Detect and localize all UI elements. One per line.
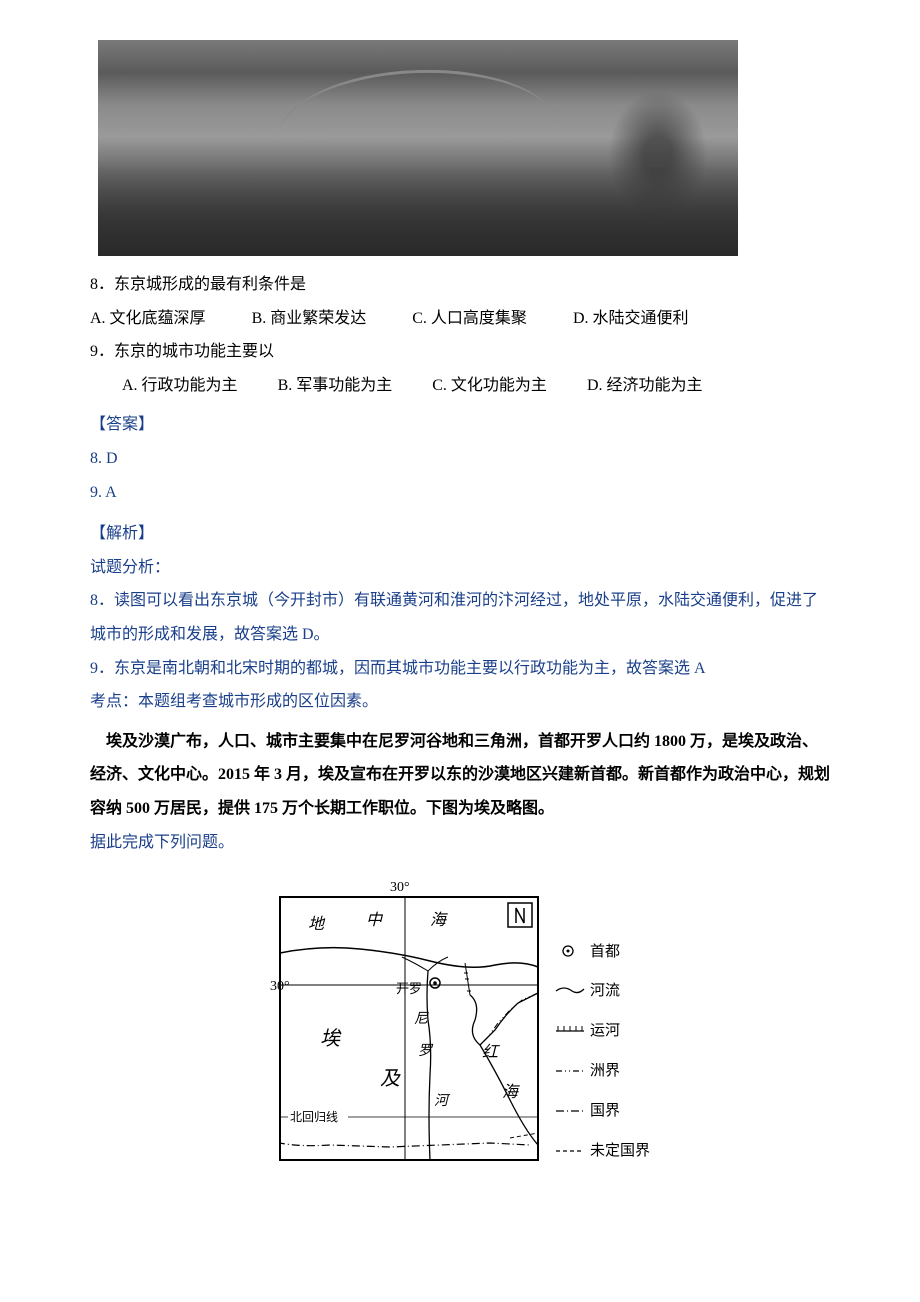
q8-opt-d: D. 水陆交通便利 — [573, 310, 689, 327]
q9-opt-b: B. 军事功能为主 — [278, 377, 393, 394]
analysis-intro: 试题分析： — [90, 551, 830, 585]
map-legend: 首都 河流 运河 洲界 国界 未定国界 — [556, 943, 650, 1159]
egypt-label-2: 及 — [380, 1068, 401, 1090]
q8-opt-a: A. 文化底蕴深厚 — [90, 310, 206, 327]
cairo-label: 开罗 — [396, 981, 422, 996]
tropic-label: 北回归线 — [290, 1110, 338, 1124]
legend-country: 国界 — [590, 1102, 620, 1119]
q9-options: A. 行政功能为主 B. 军事功能为主 C. 文化功能为主 D. 经济功能为主 — [90, 369, 830, 403]
painting-image — [98, 40, 738, 256]
q8-opt-c: C. 人口高度集聚 — [412, 310, 527, 327]
analysis-section: 【解析】 试题分析： 8．读图可以看出东京城（今开封市）有联通黄河和淮河的汴河经… — [90, 517, 830, 719]
egypt-map-container: 30° 30° 地 中 海 开罗 — [270, 875, 650, 1175]
red-label-2: 海 — [502, 1083, 520, 1101]
legend-continent: 洲界 — [590, 1063, 620, 1079]
legend-undefined: 未定国界 — [590, 1142, 650, 1159]
q9-opt-c: C. 文化功能为主 — [432, 377, 547, 394]
answer-9: 9. A — [90, 476, 830, 510]
q8-opt-b: B. 商业繁荣发达 — [252, 310, 367, 327]
med-label-2: 中 — [366, 911, 384, 929]
analysis-8: 8．读图可以看出东京城（今开封市）有联通黄河和淮河的汴河经过，地处平原，水陆交通… — [90, 584, 830, 651]
answer-header: 【答案】 — [90, 408, 830, 442]
answer-section: 【答案】 8. D 9. A — [90, 408, 830, 509]
analysis-kaodian: 考点：本题组考查城市形成的区位因素。 — [90, 685, 830, 719]
answer-8: 8. D — [90, 442, 830, 476]
q9-opt-a: A. 行政功能为主 — [122, 377, 238, 394]
nile-label-1: 尼 — [414, 1011, 429, 1027]
q8-options: A. 文化底蕴深厚 B. 商业繁荣发达 C. 人口高度集聚 D. 水陆交通便利 — [90, 302, 830, 336]
med-label-1: 地 — [308, 915, 326, 933]
analysis-header: 【解析】 — [90, 517, 830, 551]
red-label-1: 红 — [482, 1043, 500, 1061]
legend-canal: 运河 — [590, 1022, 620, 1039]
painting-overlay — [98, 166, 738, 256]
nile-label-2: 罗 — [418, 1043, 434, 1059]
med-label-3: 海 — [430, 911, 448, 929]
passage-instruction: 据此完成下列问题。 — [90, 826, 830, 860]
label-30-top: 30° — [390, 880, 410, 895]
passage-text: 埃及沙漠广布，人口、城市主要集中在尼罗河谷地和三角洲，首都开罗人口约 1800 … — [90, 725, 830, 826]
q9-stem: 9．东京的城市功能主要以 — [90, 335, 830, 369]
q8-stem: 8．东京城形成的最有利条件是 — [90, 268, 830, 302]
q9-opt-d: D. 经济功能为主 — [587, 377, 703, 394]
legend-river: 河流 — [590, 982, 620, 999]
legend-capital: 首都 — [590, 943, 620, 960]
analysis-9: 9．东京是南北朝和北宋时期的都城，因而其城市功能主要以行政功能为主，故答案选 A — [90, 652, 830, 686]
egypt-label-1: 埃 — [320, 1028, 342, 1050]
egypt-map: 30° 30° 地 中 海 开罗 — [270, 875, 650, 1175]
